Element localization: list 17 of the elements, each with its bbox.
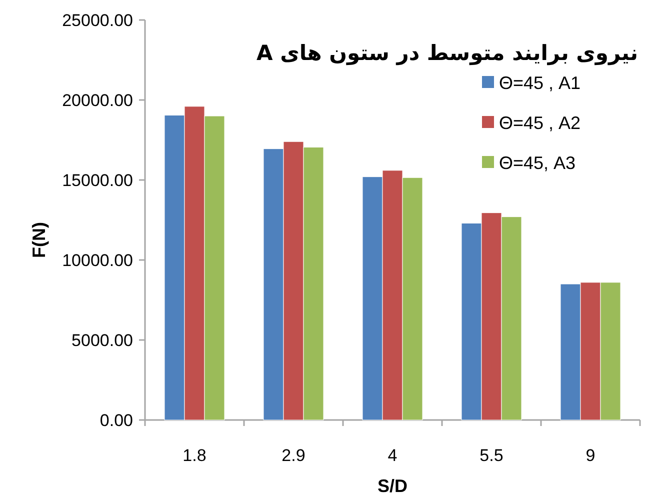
x-tick-label: 5.5 — [480, 446, 504, 465]
y-tick-label: 0.00 — [100, 411, 133, 430]
y-tick-label: 25000.00 — [62, 11, 133, 30]
y-tick-label: 20000.00 — [62, 91, 133, 110]
y-tick-label: 5000.00 — [72, 331, 133, 350]
x-tick-label: 2.9 — [282, 446, 306, 465]
legend-label: Θ=45 , A2 — [499, 113, 581, 133]
legend-label: Θ=45 , A1 — [499, 73, 581, 93]
x-tick-label: 4 — [388, 446, 398, 465]
x-tick-label: 9 — [586, 446, 596, 465]
x-tick-label: 1.8 — [182, 446, 206, 465]
text: نیروی برایند متوسط در ستون های A — [256, 41, 638, 66]
x-axis-title: S/D — [377, 476, 408, 496]
y-axis-title: F(N) — [29, 222, 49, 258]
y-tick-label: 15000.00 — [62, 171, 133, 190]
y-tick-label: 10000.00 — [62, 251, 133, 270]
legend-label: Θ=45, A3 — [499, 153, 576, 173]
